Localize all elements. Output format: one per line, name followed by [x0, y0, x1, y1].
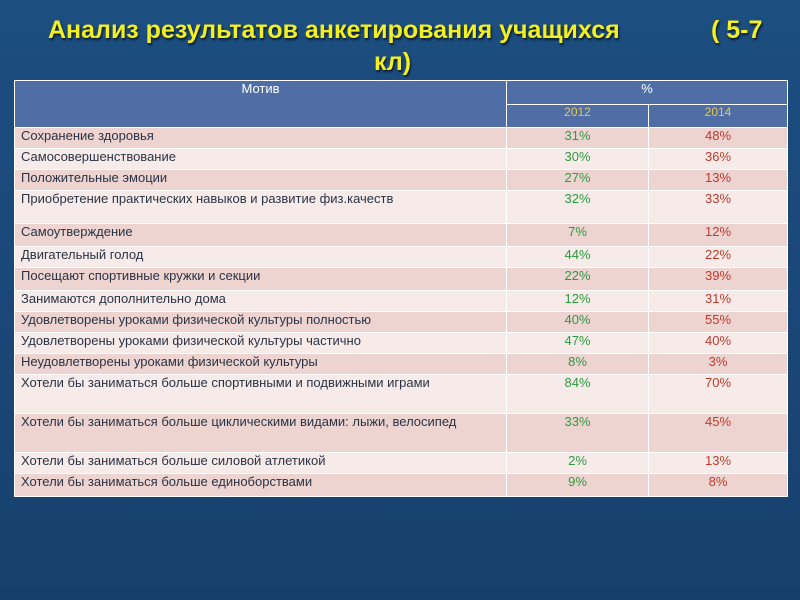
- value-2012: 47%: [506, 332, 649, 354]
- row-label: Положительные эмоции: [14, 169, 507, 191]
- table-row: Хотели бы заниматься больше циклическими…: [14, 413, 788, 453]
- row-label: Самоутверждение: [14, 223, 507, 247]
- table-row: Приобретение практических навыков и разв…: [14, 190, 788, 224]
- table-row: Хотели бы заниматься больше единоборства…: [14, 473, 788, 497]
- value-2014: 48%: [648, 127, 788, 149]
- value-2014: 3%: [648, 353, 788, 375]
- table-row: Удовлетворены уроками физической культур…: [14, 311, 788, 333]
- value-2012: 8%: [506, 353, 649, 375]
- row-label: Хотели бы заниматься больше циклическими…: [14, 413, 507, 453]
- value-2014: 36%: [648, 148, 788, 170]
- row-label: Сохранение здоровья: [14, 127, 507, 149]
- value-2014: 39%: [648, 267, 788, 291]
- table-row: Посещают спортивные кружки и секции 22% …: [14, 267, 788, 291]
- value-2014: 45%: [648, 413, 788, 453]
- row-label: Удовлетворены уроками физической культур…: [14, 311, 507, 333]
- value-2014: 13%: [648, 452, 788, 474]
- table-row: Положительные эмоции 27% 13%: [14, 169, 788, 191]
- table-row: Самоутверждение 7% 12%: [14, 223, 788, 247]
- table-row: Удовлетворены уроками физической культур…: [14, 332, 788, 354]
- value-2012: 12%: [506, 290, 649, 312]
- title-main: Анализ результатов анкетирования учащихс…: [48, 16, 620, 44]
- header-percent: %: [506, 80, 788, 105]
- value-2014: 70%: [648, 374, 788, 414]
- row-label: Удовлетворены уроками физической культур…: [14, 332, 507, 354]
- survey-results-table: Мотив % 2012 2014 Сохранение здоровья 31…: [14, 80, 788, 497]
- value-2014: 8%: [648, 473, 788, 497]
- row-label: Хотели бы заниматься больше силовой атле…: [14, 452, 507, 474]
- value-2012: 84%: [506, 374, 649, 414]
- table-row: Занимаются дополнительно дома 12% 31%: [14, 290, 788, 312]
- row-label: Неудовлетворены уроками физической культ…: [14, 353, 507, 375]
- row-label: Двигательный голод: [14, 246, 507, 268]
- value-2014: 22%: [648, 246, 788, 268]
- table-row: Неудовлетворены уроками физической культ…: [14, 353, 788, 375]
- value-2012: 30%: [506, 148, 649, 170]
- header-motive: Мотив: [14, 80, 507, 128]
- value-2012: 31%: [506, 127, 649, 149]
- table-row: Хотели бы заниматься больше спортивными …: [14, 374, 788, 414]
- value-2014: 40%: [648, 332, 788, 354]
- title-grade-end: кл): [374, 48, 412, 76]
- value-2014: 31%: [648, 290, 788, 312]
- value-2014: 13%: [648, 169, 788, 191]
- value-2014: 12%: [648, 223, 788, 247]
- header-year-2012: 2012: [506, 103, 649, 128]
- value-2012: 44%: [506, 246, 649, 268]
- value-2012: 33%: [506, 413, 649, 453]
- table-row: Двигательный голод 44% 22%: [14, 246, 788, 268]
- row-label: Занимаются дополнительно дома: [14, 290, 507, 312]
- row-label: Самосовершенствование: [14, 148, 507, 170]
- table-row: Хотели бы заниматься больше силовой атле…: [14, 452, 788, 474]
- row-label: Посещают спортивные кружки и секции: [14, 267, 507, 291]
- row-label: Приобретение практических навыков и разв…: [14, 190, 507, 224]
- value-2014: 55%: [648, 311, 788, 333]
- header-year-2014: 2014: [648, 103, 788, 128]
- value-2014: 33%: [648, 190, 788, 224]
- value-2012: 9%: [506, 473, 649, 497]
- value-2012: 27%: [506, 169, 649, 191]
- value-2012: 7%: [506, 223, 649, 247]
- value-2012: 40%: [506, 311, 649, 333]
- value-2012: 22%: [506, 267, 649, 291]
- table-row: Сохранение здоровья 31% 48%: [14, 127, 788, 149]
- title-grade-start: ( 5-7: [711, 16, 763, 44]
- slide-title: Анализ результатов анкетирования учащихс…: [0, 14, 800, 80]
- table-row: Самосовершенствование 30% 36%: [14, 148, 788, 170]
- row-label: Хотели бы заниматься больше спортивными …: [14, 374, 507, 414]
- value-2012: 32%: [506, 190, 649, 224]
- value-2012: 2%: [506, 452, 649, 474]
- row-label: Хотели бы заниматься больше единоборства…: [14, 473, 507, 497]
